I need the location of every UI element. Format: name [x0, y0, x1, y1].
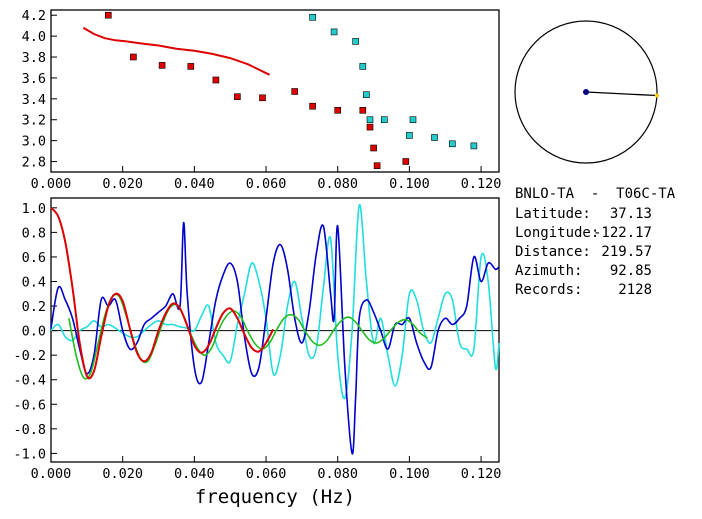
- info-value: 92.85: [610, 263, 652, 279]
- dispersion-series: [82, 11, 478, 169]
- dispersion-plot-frame: [50, 9, 500, 173]
- info-label: Distance:: [515, 244, 591, 260]
- y-tick-label: 3.2: [22, 113, 46, 129]
- x-tick-label: 0.100: [389, 466, 430, 482]
- correlation-series: [50, 204, 500, 455]
- info-label: Longitude:: [515, 225, 599, 241]
- x-tick-label: 0.120: [461, 176, 502, 192]
- red-data-point: [259, 94, 266, 102]
- x-tick-label: 0.100: [389, 176, 430, 192]
- y-tick-label: 4.2: [22, 8, 46, 24]
- red-data-point: [402, 158, 410, 165]
- azimuth-diagram: [514, 20, 659, 164]
- y-tick-label: 3.4: [22, 92, 46, 108]
- red-data-point: [370, 144, 377, 152]
- red-data-point: [366, 123, 374, 131]
- red-data-point: [309, 102, 316, 110]
- x-tick-label: 0.020: [102, 466, 143, 482]
- cyan-data-point: [449, 140, 456, 148]
- cyan-data-point: [470, 142, 478, 150]
- y-tick-label: 1.0: [22, 201, 46, 217]
- cyan-data-point: [363, 91, 370, 98]
- dispersion-chart: 0.000 0.020 0.040 0.060 0.080 0.100 0.120 2.8 3.…: [22, 8, 502, 192]
- bessel-red-line: [50, 207, 275, 380]
- y-tick-label: -1.0: [13, 446, 46, 462]
- y-tick-label: 3.6: [22, 71, 46, 87]
- y-tick-label: 3.0: [22, 134, 46, 150]
- y-tick-label: -0.4: [13, 373, 46, 389]
- station-pair-title: BNLO-TA - T06C-TA: [515, 186, 676, 202]
- y-tick-label: -0.6: [13, 397, 46, 413]
- x-tick-label: 0.060: [246, 176, 287, 192]
- y-tick-label: 4.0: [22, 29, 46, 45]
- cyan-data-point: [330, 28, 338, 36]
- red-data-point: [234, 93, 241, 100]
- red-data-point: [130, 53, 137, 61]
- info-label: Latitude:: [515, 206, 591, 222]
- azimuth-line: [585, 91, 657, 97]
- y-tick-label: 0.2: [22, 299, 46, 315]
- cyan-data-point: [359, 63, 367, 70]
- correlation-cyan-line: [50, 204, 500, 400]
- x-tick-label: 0.120: [461, 466, 502, 482]
- red-data-point: [187, 63, 195, 70]
- y-tick-label: 0.4: [22, 274, 46, 290]
- cyan-data-point: [366, 116, 374, 123]
- y-tick-label: 0.8: [22, 225, 46, 241]
- dispersion-axis-ticks: 0.000 0.020 0.040 0.060 0.080 0.100 0.120 2.8 3.…: [22, 8, 502, 192]
- x-axis-label: frequency (Hz): [195, 486, 355, 508]
- y-tick-label: 2.8: [22, 155, 46, 171]
- info-label: Azimuth:: [515, 263, 582, 279]
- cyan-data-point: [309, 14, 316, 21]
- red-data-point: [373, 162, 381, 169]
- red-data-point: [291, 88, 299, 95]
- correlation-chart: 0.000 0.020 0.040 0.060 0.080 0.100 0.120 1.0 0.…: [13, 197, 501, 508]
- x-tick-label: 0.020: [102, 176, 143, 192]
- x-tick-label: 0.080: [317, 466, 358, 482]
- velocity-fit-curve: [82, 26, 271, 76]
- red-data-point: [212, 76, 220, 84]
- info-value: 37.13: [610, 206, 652, 222]
- x-tick-label: 0.040: [174, 176, 215, 192]
- station-dot-far: [654, 93, 659, 98]
- azimuth-circle: [514, 20, 658, 164]
- cyan-data-point: [380, 116, 388, 123]
- y-tick-label: 0.6: [22, 250, 46, 266]
- y-tick-label: 0.0: [22, 324, 46, 340]
- y-tick-label: -0.2: [13, 348, 46, 364]
- x-tick-label: 0.000: [31, 466, 72, 482]
- x-tick-label: 0.040: [174, 466, 215, 482]
- correlation-axis-ticks: 0.000 0.020 0.040 0.060 0.080 0.100 0.120 1.0 0.…: [13, 201, 501, 482]
- info-value: -122.17: [593, 225, 652, 241]
- red-data-point: [359, 107, 367, 114]
- cyan-data-point: [409, 116, 417, 123]
- station-dot: [583, 89, 589, 95]
- x-tick-label: 0.080: [317, 176, 358, 192]
- bessel-green-line: [68, 293, 428, 380]
- red-data-point: [334, 107, 342, 114]
- info-label: Records:: [515, 282, 582, 298]
- red-data-point: [158, 62, 166, 69]
- correlation-blue-line: [50, 221, 500, 455]
- x-tick-label: 0.060: [246, 466, 287, 482]
- x-tick-label: 0.000: [31, 176, 72, 192]
- y-tick-label: 3.8: [22, 50, 46, 66]
- info-value: 219.57: [601, 244, 652, 260]
- cyan-data-point: [352, 38, 359, 45]
- info-value: 2128: [618, 282, 652, 298]
- red-data-point: [105, 11, 112, 19]
- cyan-data-point: [406, 132, 413, 139]
- y-tick-label: -0.8: [13, 422, 46, 438]
- cyan-data-point: [431, 134, 438, 141]
- station-info: BNLO-TA - T06C-TA Latitude: 37.13 Longitud…: [515, 186, 676, 298]
